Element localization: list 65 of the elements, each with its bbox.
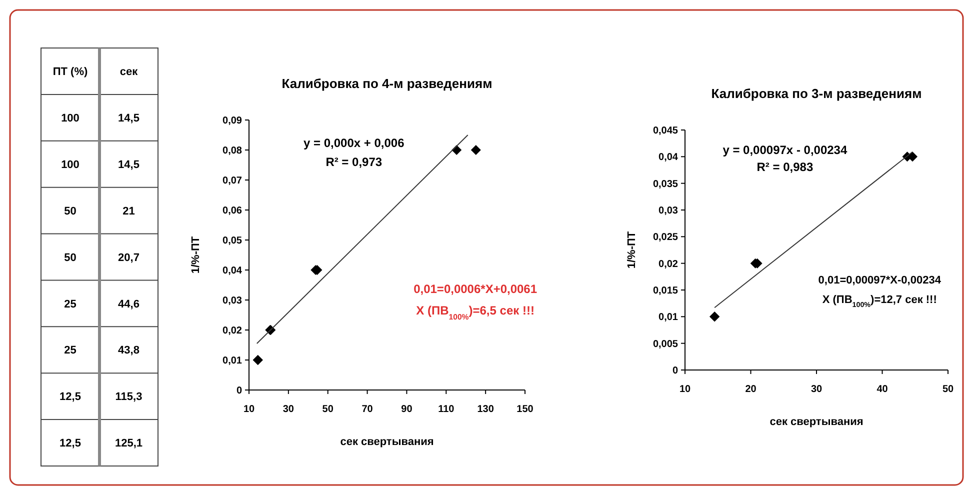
x-tick-label: 30	[282, 404, 294, 415]
annotation: y = 0,000x + 0,006	[303, 136, 405, 150]
x-axis-title: сек свертывания	[340, 436, 434, 448]
x-tick-label: 50	[942, 384, 954, 395]
text: 12,5	[60, 391, 81, 404]
x-tick-label: 110	[438, 404, 455, 415]
annotation: y = 0,00097x - 0,00234	[722, 143, 848, 157]
text: 50	[64, 205, 76, 218]
annotation: R² = 0,973	[326, 154, 382, 169]
y-tick-label: 0,02	[658, 258, 678, 270]
y-tick-label: 0,04	[658, 152, 678, 164]
text: 115,3	[115, 391, 142, 404]
annotation: X (ПВ$_{100%}$)=12,7 сек !!!	[822, 294, 937, 309]
y-tick-label: 0,035	[652, 178, 678, 190]
text: 21	[122, 205, 135, 218]
annotation: X (ПВ$_{100%}$)=6,5 сек !!!	[416, 303, 534, 321]
text: 14,5	[118, 158, 140, 171]
text: 100	[61, 158, 80, 171]
x-tick-label: 10	[679, 384, 691, 395]
x-tick-label: 130	[477, 404, 494, 415]
annotation: R² = 0,983	[756, 160, 814, 174]
y-tick-label: 0,02	[222, 326, 242, 336]
text: 125,1	[114, 438, 143, 450]
chart-title: Калибровка по 4-м разведениям	[282, 76, 492, 91]
x-tick-label: 90	[401, 404, 413, 415]
y-tick-label: 0,05	[222, 236, 242, 246]
text: 100	[61, 112, 80, 125]
y-tick-label: 0,015	[652, 286, 678, 296]
y-tick-label: 0,06	[222, 206, 242, 216]
x-tick-label: 20	[745, 384, 757, 395]
y-tick-label: 0,07	[222, 176, 242, 186]
x-axis-title: сек свертывания	[770, 416, 864, 428]
x-tick-label: 150	[516, 404, 534, 415]
annotation: 0,01=0,0006*X+0,0061	[414, 282, 538, 296]
y-tick-label: 0,005	[652, 338, 678, 350]
y-tick-label: 0,09	[222, 116, 242, 126]
text: 20,7	[118, 252, 140, 264]
y-axis-title: 1/%-ПТ	[626, 231, 638, 269]
y-tick-label: 0,04	[222, 266, 242, 276]
y-tick-label: 0,01	[658, 312, 678, 324]
x-tick-label: 70	[362, 404, 374, 415]
y-tick-label: 0,08	[222, 146, 242, 156]
y-tick-label: 0	[672, 366, 678, 376]
chart-title: Калибровка по 3-м разведениям	[711, 86, 922, 101]
y-tick-label: 0,03	[658, 206, 678, 216]
y-tick-label: 0,025	[652, 232, 678, 244]
y-axis-title: 1/%-ПТ	[190, 236, 202, 274]
text: 25	[64, 298, 76, 310]
x-tick-label: 50	[322, 404, 334, 415]
category-label: сек	[120, 66, 138, 78]
y-tick-label: 0,03	[222, 296, 242, 306]
x-tick-label: 10	[243, 404, 255, 415]
text: 44,6	[118, 298, 140, 310]
text: 25	[64, 344, 76, 357]
x-tick-label: 30	[810, 384, 822, 395]
y-tick-label: 0,045	[652, 126, 678, 136]
y-tick-label: 0	[236, 386, 242, 396]
text: 14,5	[118, 112, 140, 125]
text: 12,5	[60, 438, 81, 450]
y-tick-label: 0,01	[222, 356, 242, 366]
text: 50	[64, 252, 76, 264]
x-tick-label: 40	[876, 384, 888, 395]
text: 43,8	[118, 344, 140, 357]
annotation: 0,01=0,00097*X-0,00234	[818, 274, 942, 287]
category-label: ПТ (%)	[52, 66, 88, 78]
